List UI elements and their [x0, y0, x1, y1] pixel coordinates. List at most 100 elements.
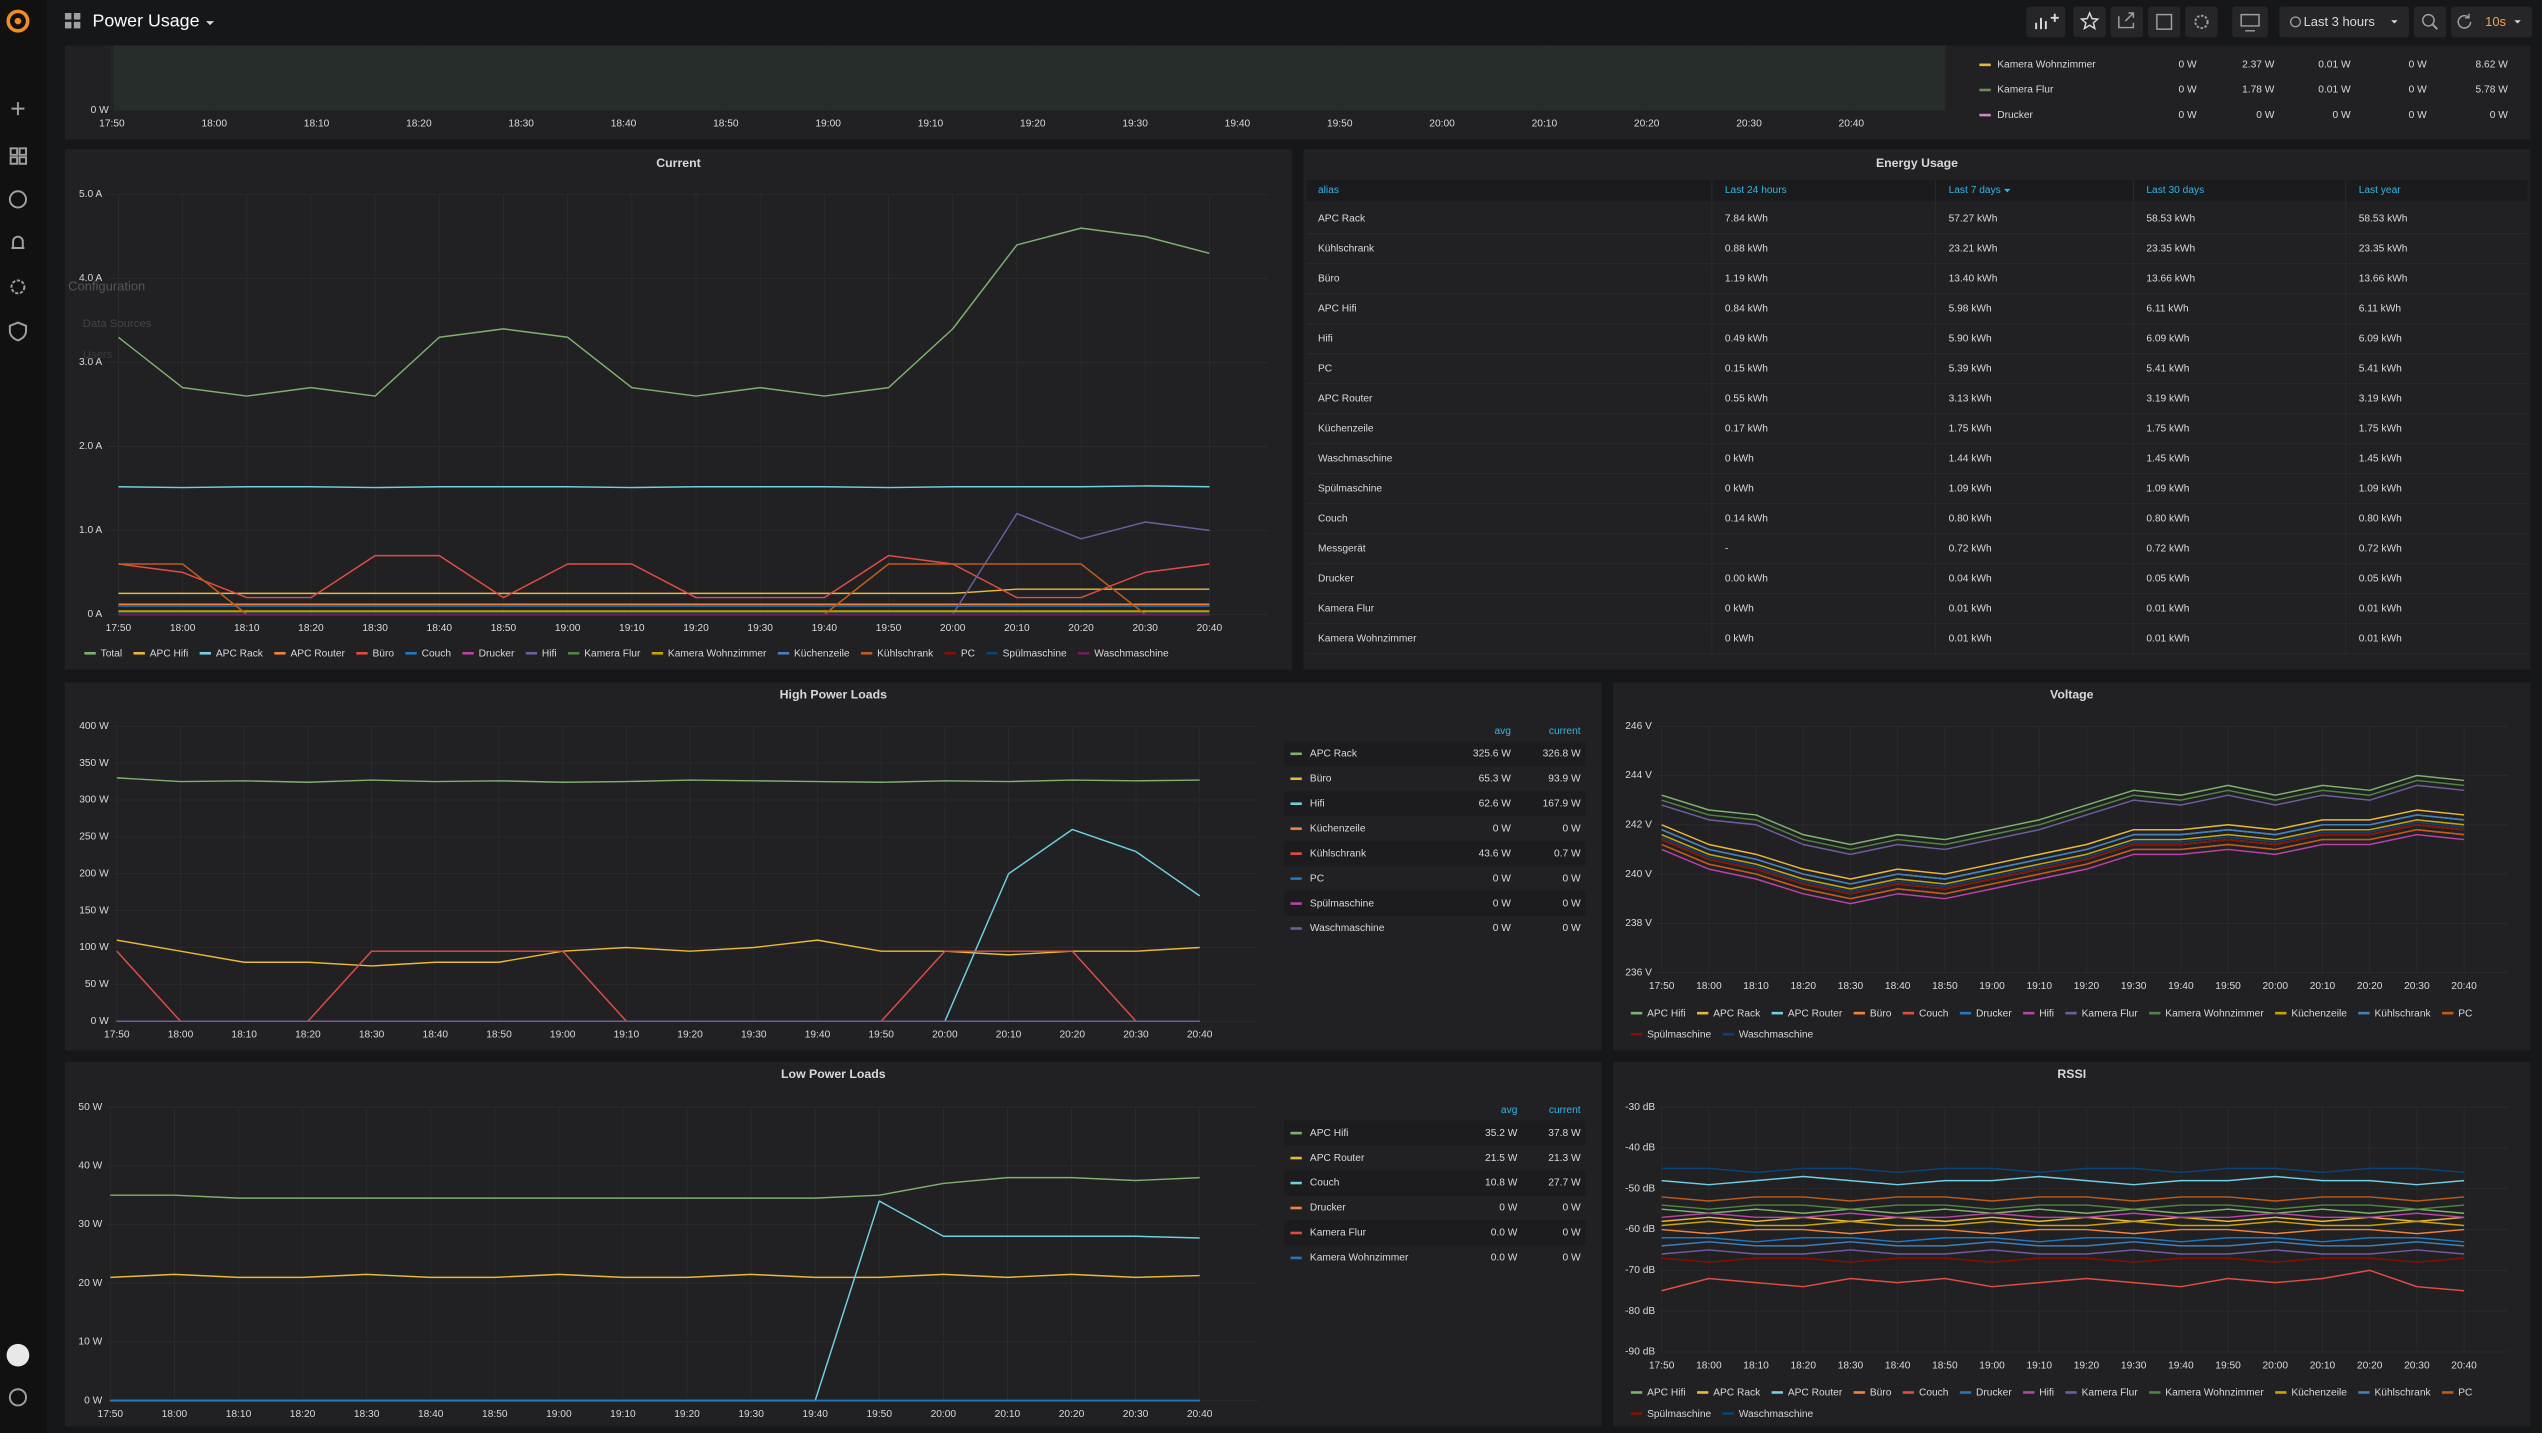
- legend-item[interactable]: Kühlschrank: [860, 648, 934, 659]
- legend-item[interactable]: APC Rack: [1696, 1388, 1761, 1399]
- legend-item[interactable]: Kamera Wohnzimmer: [2149, 1388, 2264, 1399]
- logo[interactable]: [6, 9, 30, 33]
- legend-item[interactable]: Spülmaschine: [1630, 1029, 1712, 1040]
- dashboards-icon[interactable]: [9, 147, 28, 165]
- zoom-out-button[interactable]: [2413, 6, 2447, 38]
- legend-item[interactable]: Kamera Flur: [2065, 1388, 2138, 1399]
- alerting-icon[interactable]: [11, 235, 25, 249]
- time-caret: [2391, 20, 2398, 24]
- legend-item[interactable]: Spülmaschine: [1630, 1409, 1712, 1420]
- settings-button[interactable]: [2185, 6, 2218, 38]
- share-button[interactable]: [2110, 6, 2144, 38]
- explore-icon[interactable]: [8, 190, 28, 209]
- legend-item[interactable]: APC Hifi: [1630, 1008, 1686, 1019]
- legend-item[interactable]: APC Rack: [199, 648, 264, 659]
- menu-item[interactable]: Users: [83, 349, 113, 361]
- star-button[interactable]: [2073, 6, 2106, 38]
- legend-item[interactable]: PC: [944, 648, 975, 659]
- x-tick-label: 19:20: [683, 623, 709, 634]
- legend-item[interactable]: APC Router: [274, 648, 346, 659]
- y-tick-label: 0 W: [91, 1016, 110, 1027]
- legend-item[interactable]: Kühlschrank: [2358, 1388, 2432, 1399]
- legend-item[interactable]: Küchenzeile: [777, 648, 850, 659]
- x-tick-label: 19:40: [2168, 1360, 2194, 1371]
- table-cell: 1.09 kWh: [1949, 483, 1992, 494]
- y-tick-label: 0 A: [87, 609, 102, 620]
- x-tick-label: 18:00: [1696, 1360, 1722, 1371]
- legend-item[interactable]: Spülmaschine: [986, 648, 1067, 659]
- save-icon: [2156, 13, 2173, 30]
- menu-item[interactable]: Data Sources: [83, 318, 152, 330]
- x-tick-label: 19:30: [2121, 1360, 2147, 1371]
- legend-item[interactable]: Hifi: [525, 648, 557, 659]
- legend-item[interactable]: Büro: [1853, 1008, 1892, 1019]
- y-tick-label: 0 W: [91, 105, 110, 116]
- dashboard-title[interactable]: Power Usage: [93, 11, 200, 31]
- time-range[interactable]: Last 3 hours: [2304, 14, 2376, 29]
- menu-item[interactable]: Configuration: [68, 278, 145, 293]
- y-tick-label: -30 dB: [1625, 1102, 1655, 1113]
- legend-item[interactable]: PC: [2441, 1388, 2472, 1399]
- avatar[interactable]: [6, 1343, 30, 1367]
- column-header[interactable]: Last year: [2359, 185, 2402, 196]
- legend-item[interactable]: Kamera Flur: [2065, 1008, 2138, 1019]
- x-tick-label: 19:10: [610, 1409, 636, 1420]
- legend-item[interactable]: Hifi: [2023, 1008, 2054, 1019]
- legend-item[interactable]: Couch: [1902, 1008, 1949, 1019]
- x-tick-label: 19:30: [2121, 981, 2147, 992]
- x-tick-label: 20:40: [1197, 623, 1223, 634]
- server-admin-icon[interactable]: [8, 321, 28, 342]
- legend-item[interactable]: Kühlschrank: [2358, 1008, 2432, 1019]
- column-header[interactable]: Last 7 days: [1949, 185, 2001, 196]
- table-cell: 58.53 kWh: [2359, 214, 2408, 225]
- legend-item[interactable]: Drucker: [462, 648, 515, 659]
- legend-item[interactable]: Total: [84, 648, 122, 659]
- time-picker[interactable]: [2279, 6, 2409, 38]
- y-tick-label: -80 dB: [1625, 1306, 1655, 1317]
- legend-item[interactable]: Drucker: [1959, 1008, 2013, 1019]
- legend-item[interactable]: APC Router: [1771, 1388, 1843, 1399]
- legend-item[interactable]: Kamera Wohnzimmer: [2149, 1008, 2264, 1019]
- legend-row-bg: [1283, 1220, 1586, 1246]
- legend-item[interactable]: Küchenzeile: [2275, 1008, 2347, 1019]
- legend-item[interactable]: APC Rack: [1696, 1008, 1761, 1019]
- zoom-icon: [2422, 13, 2435, 27]
- legend-item[interactable]: Couch: [405, 648, 451, 659]
- create-icon[interactable]: [11, 102, 25, 116]
- legend-item[interactable]: Waschmaschine: [1722, 1409, 1814, 1420]
- legend-item[interactable]: Couch: [1902, 1388, 1949, 1399]
- column-header[interactable]: Last 30 days: [2146, 185, 2204, 196]
- table-cell: 58.53 kWh: [2146, 214, 2195, 225]
- legend-item[interactable]: Drucker: [1959, 1388, 2013, 1399]
- legend-item[interactable]: Waschmaschine: [1078, 648, 1169, 659]
- legend-value: 0 W: [2256, 110, 2275, 121]
- cycle-view-button[interactable]: [2232, 6, 2268, 38]
- legend-item[interactable]: Hifi: [2023, 1388, 2054, 1399]
- x-tick-label: 19:00: [1979, 1360, 2005, 1371]
- column-header[interactable]: Last 24 hours: [1725, 185, 1787, 196]
- column-header[interactable]: alias: [1318, 185, 1339, 196]
- legend-row-bg: [1283, 741, 1586, 767]
- x-tick-label: 20:00: [940, 623, 966, 634]
- legend-item[interactable]: APC Hifi: [133, 648, 189, 659]
- legend-value: 27.7 W: [1548, 1178, 1581, 1189]
- configuration-icon[interactable]: [10, 279, 26, 295]
- table-cell: 0.15 kWh: [1725, 363, 1768, 374]
- series-line: [116, 777, 1200, 784]
- help-icon[interactable]: [8, 1388, 28, 1407]
- save-button[interactable]: [2147, 6, 2181, 38]
- x-tick-label: 18:40: [1885, 1360, 1911, 1371]
- legend-item[interactable]: Kamera Flur: [568, 648, 641, 659]
- panel-title: High Power Loads: [780, 688, 887, 702]
- refresh-interval[interactable]: 10s: [2485, 14, 2506, 29]
- legend-item[interactable]: Küchenzeile: [2275, 1388, 2347, 1399]
- legend-item[interactable]: Büro: [356, 648, 394, 659]
- legend-item[interactable]: APC Router: [1771, 1008, 1843, 1019]
- legend-item[interactable]: APC Hifi: [1630, 1388, 1686, 1399]
- legend-item[interactable]: Büro: [1853, 1388, 1892, 1399]
- legend-item[interactable]: PC: [2441, 1008, 2472, 1019]
- legend-item[interactable]: Waschmaschine: [1722, 1029, 1814, 1040]
- x-tick-label: 18:00: [201, 119, 227, 130]
- refresh-picker[interactable]: [2451, 6, 2533, 38]
- legend-item[interactable]: Kamera Wohnzimmer: [651, 648, 767, 659]
